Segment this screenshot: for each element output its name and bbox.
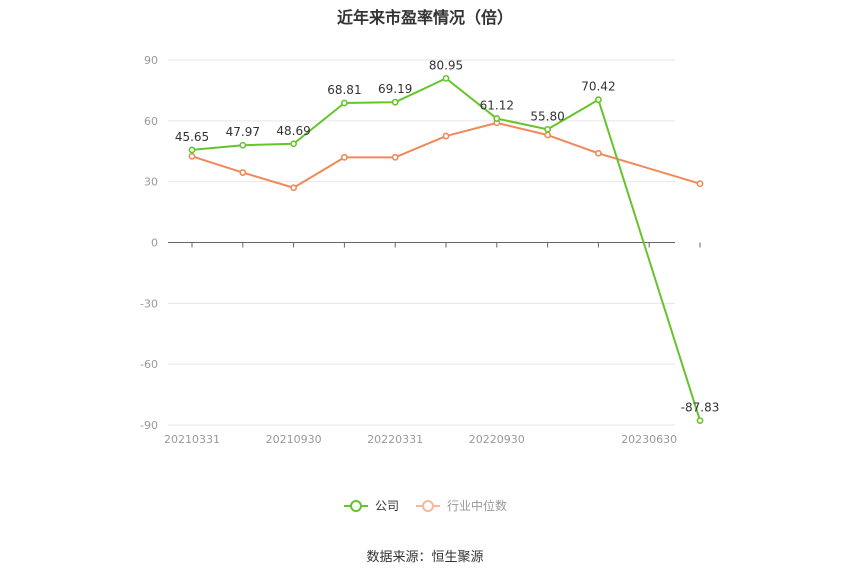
x-tick-label: 20230630 (621, 433, 677, 446)
y-tick-label: 90 (144, 54, 158, 67)
y-tick-label: 60 (144, 115, 158, 128)
data-point-industry-median (188, 152, 196, 160)
data-point-industry-median (544, 131, 551, 139)
x-tick-label: 20220930 (469, 433, 525, 446)
data-point-company (595, 96, 602, 104)
data-point-company (493, 115, 501, 122)
data-point-industry-median (442, 132, 450, 140)
data-point-company (188, 146, 196, 154)
chart-title: 近年来市盈率情况（倍） (336, 8, 513, 27)
legend-label-company: 公司 (374, 499, 399, 513)
data-point-company (544, 125, 551, 133)
data-source: 数据来源：恒生聚源 (366, 550, 484, 565)
series-line-industry-median (191, 121, 701, 189)
y-tick-label: 30 (144, 176, 158, 189)
data-label: 55.80 (530, 109, 564, 123)
data-label: 80.95 (429, 58, 463, 72)
x-axis: 20210331 20210930 20220331 20220930 20230630 (164, 242, 701, 446)
data-label: 47.97 (226, 125, 260, 139)
data-point-company (239, 141, 247, 149)
data-point-company (696, 417, 704, 424)
x-tick-label: 20210331 (164, 433, 220, 446)
y-tick-label: 0 (151, 237, 158, 250)
y-tick-label: -90 (140, 419, 158, 432)
x-tick-label: 20220331 (367, 433, 423, 446)
data-point-industry-median (340, 153, 348, 161)
data-point-industry-median (239, 169, 247, 176)
legend-line-marker-icon (343, 499, 368, 512)
data-point-industry-median (595, 149, 602, 157)
legend-line-marker-icon (416, 499, 440, 512)
y-tick-label: -30 (140, 297, 158, 310)
series-line-company (191, 77, 701, 421)
y-axis: 90 60 30 0 -30 -60 -90 (140, 54, 158, 432)
x-tick-label: 20210930 (266, 433, 322, 446)
data-point-company (442, 74, 450, 82)
legend-item-industry-median[interactable]: 行业中位数 (415, 497, 507, 514)
data-point-company (290, 140, 297, 148)
data-label: 48.69 (276, 124, 310, 138)
data-point-company (391, 98, 399, 106)
data-point-industry-median (290, 184, 297, 192)
y-tick-label: -60 (140, 358, 158, 371)
data-point-industry-median (391, 153, 399, 161)
data-label: -87.83 (681, 401, 720, 415)
legend-label-industry-median: 行业中位数 (447, 499, 508, 513)
series-layer (188, 74, 704, 424)
data-label: 68.81 (327, 83, 361, 97)
data-point-company (340, 99, 348, 107)
data-label: 45.65 (175, 130, 209, 144)
legend: 公司 行业中位数 (0, 497, 850, 514)
data-label: 61.12 (480, 99, 514, 113)
data-label: 69.19 (378, 82, 412, 96)
data-labels: 45.65 47.97 48.69 68.81 69.19 80.95 61.12 55.80… (175, 58, 720, 414)
line-chart: 90 60 30 0 -30 -60 -90 20210331 20210930 2022033… (140, 54, 720, 446)
data-point-industry-median (696, 180, 704, 188)
grid-lines (168, 59, 675, 426)
data-label: 70.42 (581, 80, 615, 94)
legend-item-company[interactable]: 公司 (343, 497, 399, 514)
